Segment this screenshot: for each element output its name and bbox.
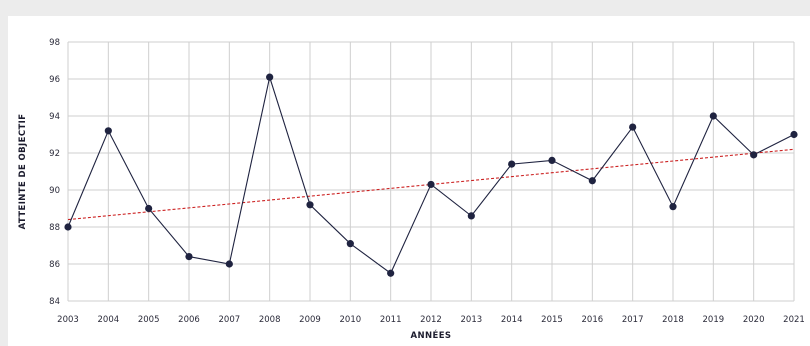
x-tick-label: 2008 — [259, 315, 281, 325]
trendline — [67, 148, 795, 221]
y-tick-label: 84 — [49, 297, 60, 307]
data-point — [185, 253, 193, 261]
x-tick-label: 2005 — [138, 315, 160, 325]
chart-panel: 84 86 88 90 92 94 96 98 2003 2004 2005 2006 2007 200… — [8, 16, 810, 346]
data-point — [467, 212, 475, 220]
data-point — [145, 204, 153, 213]
y-axis-ticks: 84 86 88 90 92 94 96 98 — [49, 38, 60, 307]
data-point — [548, 156, 556, 164]
x-tick-label: 2017 — [622, 315, 644, 325]
x-tick-label: 2016 — [582, 315, 604, 325]
y-tick-label: 92 — [49, 149, 60, 159]
data-point — [790, 130, 798, 139]
data-point — [750, 151, 758, 159]
x-tick-label: 2020 — [743, 315, 765, 325]
x-tick-label: 2010 — [340, 315, 362, 325]
x-tick-label: 2014 — [501, 315, 523, 325]
y-tick-label: 90 — [49, 186, 60, 196]
x-tick-label: 2015 — [541, 315, 563, 325]
x-tick-label: 2011 — [380, 315, 402, 325]
y-tick-label: 96 — [49, 75, 60, 85]
grid — [67, 41, 795, 302]
data-point — [709, 112, 717, 120]
data-point — [266, 73, 274, 81]
x-axis-title: ANNÉES — [411, 329, 452, 341]
y-tick-label: 98 — [49, 38, 60, 48]
y-tick-label: 94 — [49, 112, 60, 122]
data-point — [629, 123, 637, 131]
x-tick-label: 2007 — [219, 315, 241, 325]
x-tick-label: 2009 — [299, 315, 321, 325]
x-tick-label: 2003 — [57, 315, 79, 325]
y-tick-label: 86 — [49, 260, 60, 270]
x-tick-label: 2021 — [783, 315, 805, 325]
data-point — [387, 269, 395, 277]
data-points — [64, 73, 798, 277]
data-point — [225, 260, 233, 268]
x-tick-label: 2004 — [98, 315, 120, 325]
data-point — [588, 177, 596, 185]
x-tick-label: 2006 — [178, 315, 200, 325]
x-tick-label: 2013 — [461, 315, 483, 325]
trendline-layer — [67, 148, 795, 221]
x-tick-label: 2012 — [420, 315, 442, 325]
data-point — [306, 201, 314, 209]
y-axis-title: ATTEINTE DE OBJECTIF — [18, 114, 28, 230]
x-axis-ticks: 2003 2004 2005 2006 2007 2008 2009 2010 2011 2012… — [57, 315, 805, 325]
x-tick-label: 2019 — [703, 315, 725, 325]
data-point — [669, 203, 677, 211]
x-tick-label: 2018 — [662, 315, 684, 325]
data-point — [64, 223, 72, 231]
data-point — [427, 180, 435, 189]
y-tick-label: 88 — [49, 223, 60, 233]
data-point — [508, 160, 516, 168]
data-point — [104, 127, 112, 135]
data-point — [346, 240, 354, 248]
